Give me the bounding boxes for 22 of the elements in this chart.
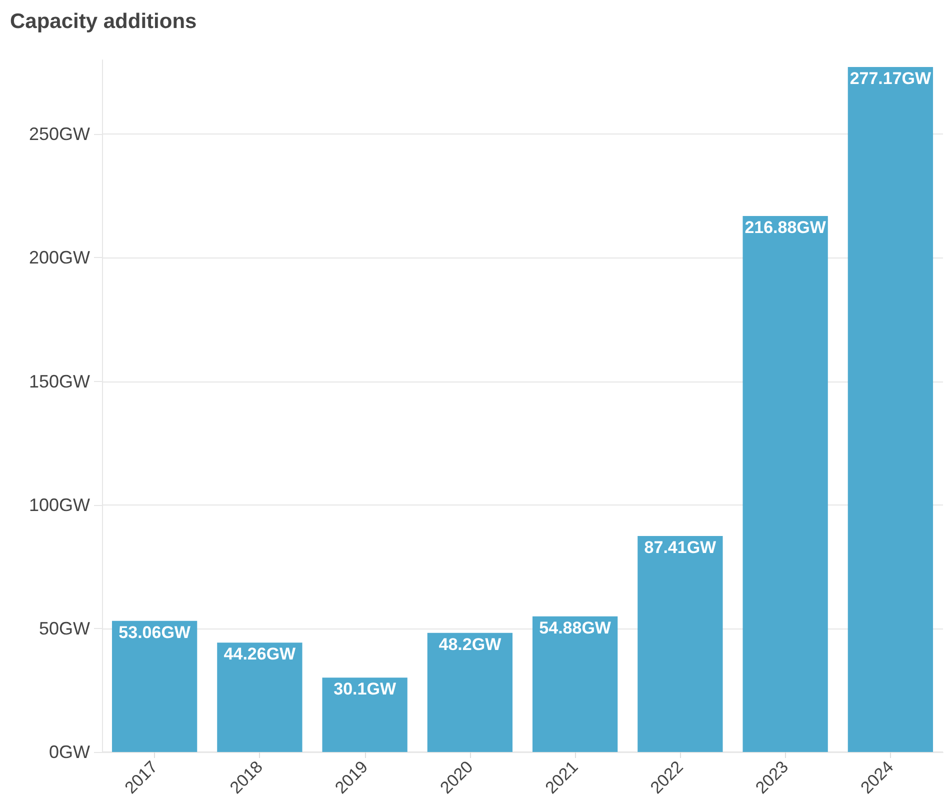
- data-label: 216.88GW: [744, 218, 827, 237]
- y-tick-label: 50GW: [38, 618, 90, 638]
- bar: [427, 632, 513, 752]
- y-tick-label: 100GW: [28, 494, 90, 515]
- data-label: 87.41GW: [644, 538, 718, 557]
- data-label: 54.88GW: [539, 618, 612, 638]
- y-tick-label: 150GW: [28, 371, 90, 392]
- bar: [848, 66, 934, 752]
- bar: [112, 620, 198, 752]
- data-label: 44.26GW: [224, 644, 297, 664]
- bar: [532, 616, 618, 752]
- chart-title: Capacity additions: [10, 10, 197, 34]
- y-tick-label: 200GW: [28, 248, 90, 268]
- bar: [742, 216, 828, 752]
- data-label: 53.06GW: [118, 622, 192, 642]
- data-label: 30.1GW: [334, 680, 397, 699]
- data-label: 277.17GW: [850, 68, 932, 88]
- bar: [638, 536, 723, 752]
- data-label: 48.2GW: [438, 634, 502, 654]
- y-tick-label: 250GW: [28, 124, 90, 144]
- bar: [217, 642, 302, 752]
- y-tick-label: 0GW: [48, 742, 90, 762]
